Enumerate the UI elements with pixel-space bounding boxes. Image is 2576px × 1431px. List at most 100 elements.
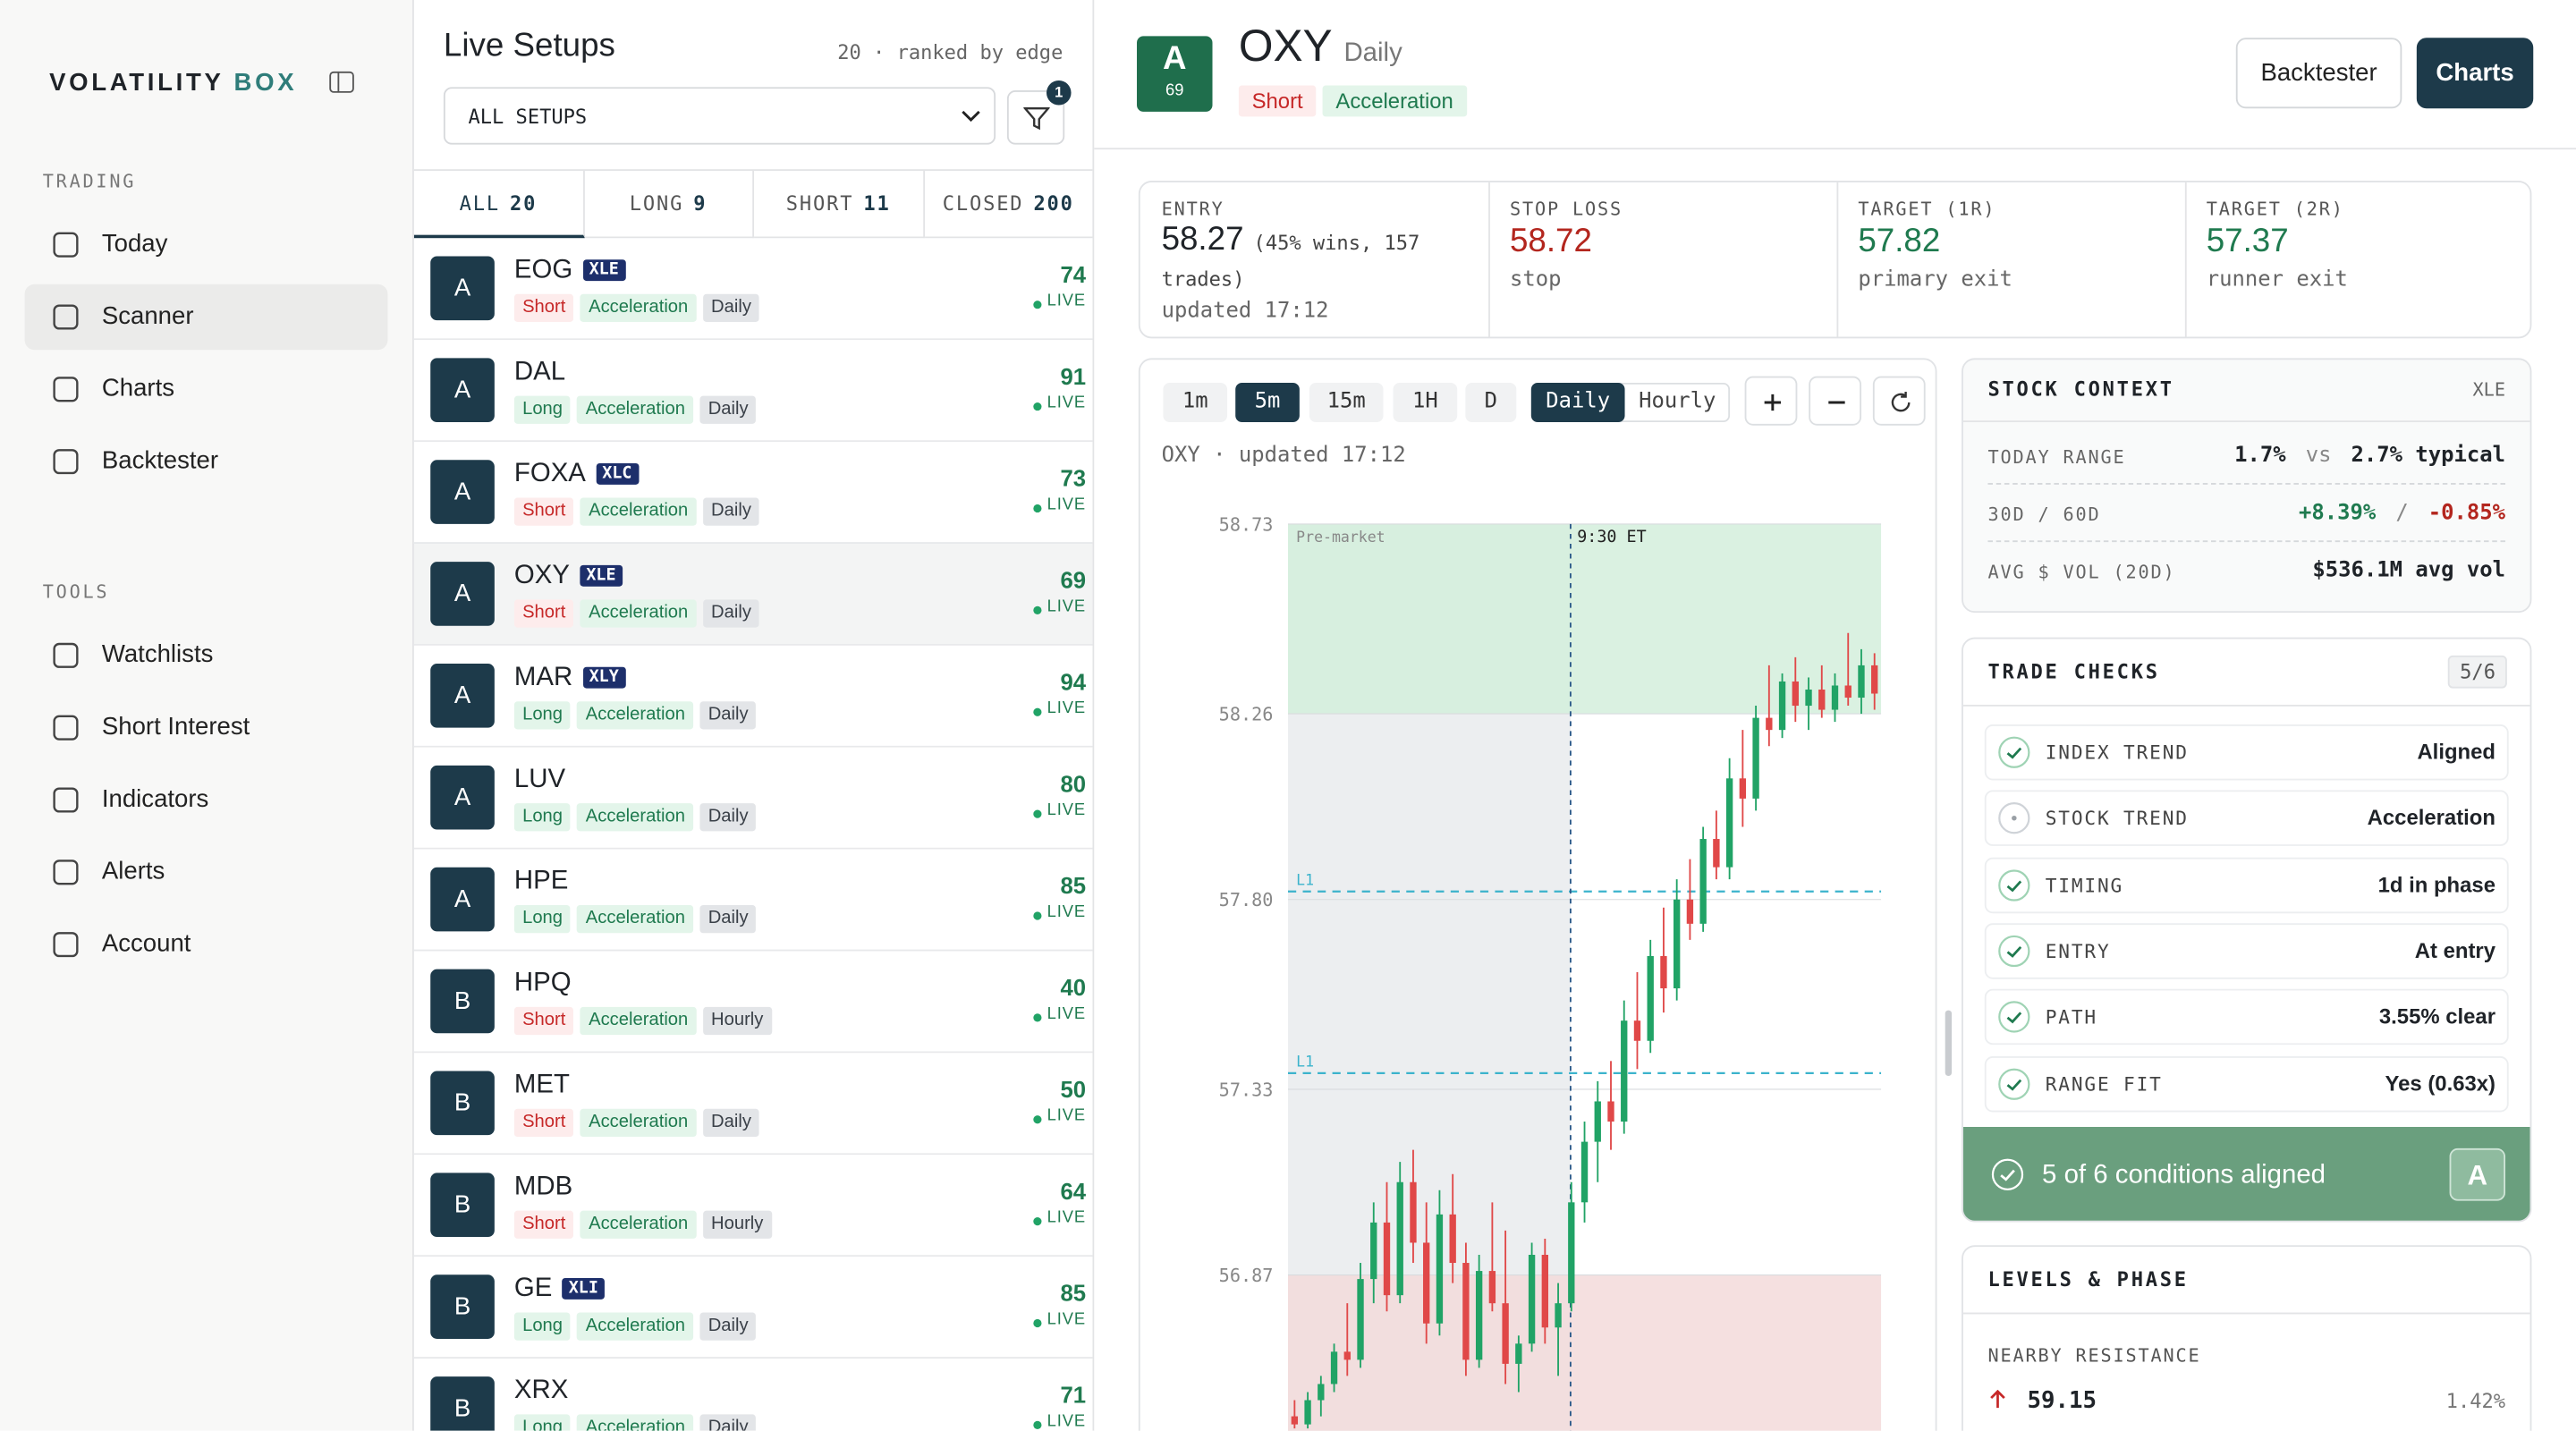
timeframe-tag: Daily <box>699 1312 757 1341</box>
check-value: Acceleration <box>2367 805 2496 831</box>
trade-checks-card: TRADE CHECKS 5/6 INDEX TREND Aligned STOCK T… <box>1962 637 2532 1223</box>
tab[interactable]: ALL 20 <box>413 171 584 239</box>
grade-badge: B <box>430 969 495 1034</box>
grade-badge: A <box>430 765 495 830</box>
candle-body <box>1291 1416 1299 1425</box>
setup-row[interactable]: B XRX Long Acceleration Daily 71 LIVE <box>413 1358 1093 1431</box>
timeframe-tag: Hourly <box>702 1006 772 1036</box>
score: 94 <box>1060 668 1087 695</box>
ticker: EOG <box>513 256 573 284</box>
stat-value: 58.72 <box>1509 223 1592 260</box>
card-title: STOCK CONTEXT <box>1987 377 2174 402</box>
interval-button[interactable]: 5m <box>1235 382 1300 423</box>
mode-button[interactable]: Daily <box>1530 382 1625 423</box>
candle-body <box>1515 1343 1522 1364</box>
tab[interactable]: LONG 9 <box>583 171 755 239</box>
zoom-button[interactable] <box>1744 376 1798 426</box>
header-button[interactable]: Charts <box>2416 38 2534 109</box>
ticker-line: HPE <box>514 868 568 897</box>
interval-button[interactable]: 1m <box>1163 382 1228 423</box>
check-mark <box>2006 1078 2022 1090</box>
nav-item[interactable]: Today <box>101 230 168 258</box>
tab-label: LONG <box>629 191 684 216</box>
side-tag: Long <box>513 1414 572 1431</box>
pattern-tag: Acceleration <box>580 497 697 526</box>
setup-row[interactable]: B HPQ Short Acceleration Hourly 40 LIVE <box>413 951 1093 1054</box>
stat-value: 57.37 <box>2206 223 2289 260</box>
candle-body <box>1660 955 1667 989</box>
nav-item[interactable]: Charts <box>101 374 175 403</box>
candle-body <box>1410 1181 1417 1243</box>
setup-row[interactable]: A EOG XLE Short Acceleration Daily 74 LIVE <box>413 238 1093 341</box>
nav-item[interactable]: Account <box>101 929 191 958</box>
nav-icon <box>53 642 79 668</box>
nav-item[interactable]: Backtester <box>101 446 219 475</box>
candle-body <box>1370 1222 1377 1280</box>
tag-line: Short Acceleration Daily <box>513 495 767 526</box>
live-dot <box>1033 504 1042 513</box>
ticker-line: FOXA XLC <box>514 460 639 489</box>
tag-line: Short Acceleration Hourly <box>513 1207 778 1239</box>
filter-badge: 1 <box>1046 80 1072 106</box>
setup-row[interactable]: A DAL Long Acceleration Daily 91 LIVE <box>413 340 1093 443</box>
tab-count: 9 <box>693 191 708 216</box>
interval-button[interactable]: D <box>1465 382 1517 423</box>
card-title: TRADE CHECKS <box>1987 660 2160 684</box>
candle-body <box>1594 1101 1601 1142</box>
nav-item[interactable]: Scanner <box>101 301 194 331</box>
setup-row[interactable]: B MDB Short Acceleration Hourly 64 LIVE <box>413 1155 1093 1257</box>
setup-row[interactable]: A LUV Long Acceleration Daily 80 LIVE <box>413 747 1093 850</box>
candle-body <box>1633 1020 1641 1041</box>
tab[interactable]: SHORT 11 <box>754 171 925 239</box>
interval-button[interactable]: 15m <box>1309 382 1384 423</box>
setup-row[interactable]: B MET Short Acceleration Daily 50 LIVE <box>413 1053 1093 1156</box>
side-tag: Short <box>513 497 574 526</box>
setup-row[interactable]: A FOXA XLC Short Acceleration Daily 73 LIVE <box>413 442 1093 544</box>
brand-word: BOX <box>233 69 298 97</box>
candle-body <box>1475 1271 1483 1360</box>
setup-row[interactable]: A MAR XLY Long Acceleration Daily 94 LIVE <box>413 645 1093 748</box>
stat-sub: stop <box>1509 267 1562 292</box>
tab-label: ALL <box>459 191 501 216</box>
candle-body <box>1621 1020 1628 1122</box>
check-circle <box>1998 935 2030 967</box>
mode-button[interactable]: Hourly <box>1639 389 1716 414</box>
check-value: Aligned <box>2417 739 2496 765</box>
etf-badge: XLY <box>582 666 626 689</box>
tab[interactable]: CLOSED 200 <box>924 171 1093 239</box>
live-dot <box>1033 1318 1042 1328</box>
candle-body <box>1647 955 1654 1041</box>
summary-bar <box>1962 1127 2530 1221</box>
status: LIVE <box>1046 903 1087 922</box>
tag-line: Long Acceleration Daily <box>513 1411 763 1431</box>
header-button[interactable]: Backtester <box>2235 38 2402 109</box>
setup-filter-select[interactable]: ALL SETUPS <box>443 87 996 145</box>
stock-context-card: STOCK CONTEXT XLE TODAY RANGE 1.7% vs 2.7% ty… <box>1962 358 2532 614</box>
filter-button[interactable] <box>1006 90 1065 145</box>
nav-item[interactable]: Alerts <box>101 857 165 886</box>
ticker-title: OXY <box>1238 21 1333 71</box>
timeframe-tag: Daily <box>699 1414 757 1431</box>
panel-subtitle: 20 · ranked by edge <box>837 40 1063 64</box>
interval-button[interactable]: 1H <box>1393 382 1458 423</box>
side-tag: Long <box>513 905 572 934</box>
setup-row[interactable]: A HPE Long Acceleration Daily 85 LIVE <box>413 849 1093 952</box>
nav-item[interactable]: Short Interest <box>101 713 250 741</box>
y-tick-label: 58.73 <box>1219 513 1274 535</box>
section-title: TOOLS <box>42 581 110 604</box>
pattern-tag: Acceleration <box>577 395 694 424</box>
zoom-button[interactable] <box>1809 376 1862 426</box>
setup-row[interactable]: A OXY XLE Short Acceleration Daily 69 LIVE <box>413 543 1093 646</box>
divider <box>1962 420 2530 423</box>
candle-body <box>1871 665 1878 694</box>
candle-body <box>1805 690 1812 707</box>
check-icon <box>1998 1001 2030 1033</box>
stat-label: TARGET (2R) <box>2206 199 2344 221</box>
nav-item[interactable]: Watchlists <box>101 640 214 669</box>
ticker: MAR <box>513 664 573 692</box>
ticker: HPE <box>513 867 569 896</box>
tag-line: Long Acceleration Daily <box>513 800 763 832</box>
setup-row[interactable]: B GE XLI Long Acceleration Daily 85 LIVE <box>413 1257 1093 1359</box>
zoom-button[interactable] <box>1872 376 1926 426</box>
nav-item[interactable]: Indicators <box>101 784 209 814</box>
